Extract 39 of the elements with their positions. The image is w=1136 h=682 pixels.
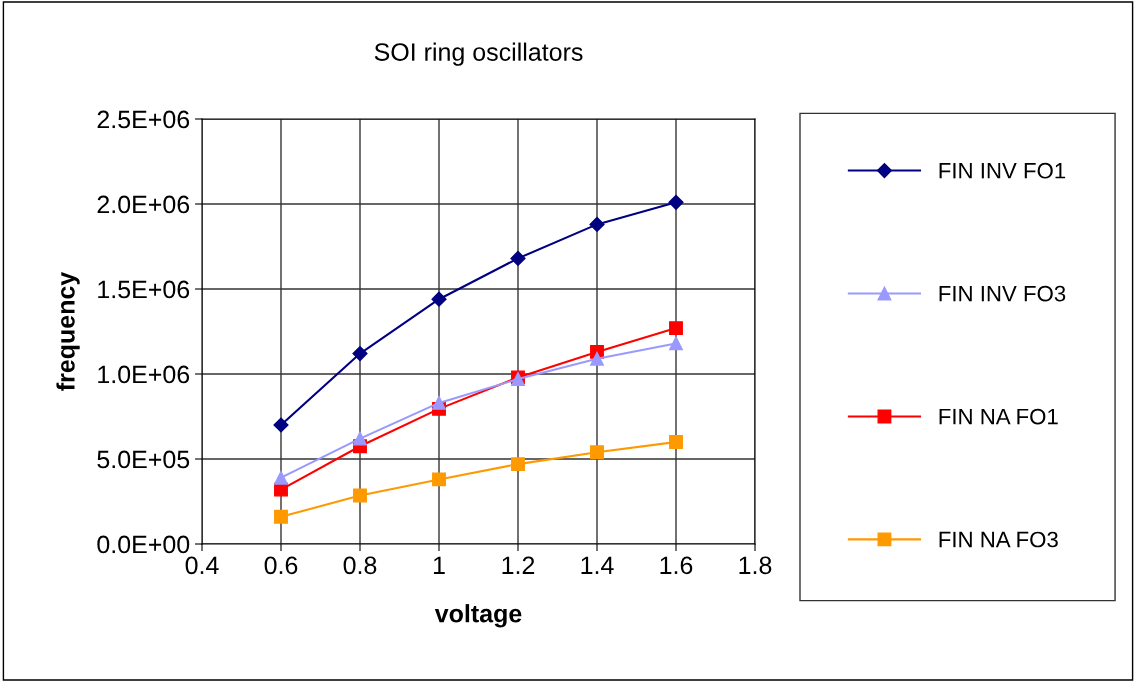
point: [669, 435, 683, 449]
y-tick-label: 5.0E+05: [97, 450, 190, 469]
y-tick-label: 2.0E+06: [97, 195, 190, 214]
y-axis-title: frequency: [56, 271, 80, 391]
x-axis-title: voltage: [434, 604, 522, 628]
point: [274, 509, 288, 524]
point: [431, 291, 447, 307]
x-tick-label: 1: [433, 556, 445, 574]
legend-label: FIN NA FO3: [939, 531, 1058, 548]
x-tick-label: 1.4: [581, 556, 614, 574]
point: [589, 216, 605, 232]
point: [352, 346, 368, 362]
point: [274, 470, 288, 485]
point: [511, 457, 525, 472]
point: [590, 351, 604, 366]
x-tick-label: 0.8: [343, 556, 377, 575]
y-tick-label: 2.5E+06: [97, 110, 190, 129]
point: [353, 488, 367, 503]
y-tick-label: 1.0E+06: [98, 365, 190, 384]
legend-label: FIN INV FO3: [939, 285, 1066, 302]
point: [669, 321, 683, 336]
point: [510, 250, 526, 266]
y-tick-label: 0.0E+00: [97, 535, 190, 554]
point: [432, 395, 446, 410]
point: [669, 336, 683, 351]
point: [353, 431, 367, 446]
x-tick-label: 0.6: [264, 556, 298, 575]
legend-label: FIN INV FO1: [939, 162, 1066, 179]
point: [432, 472, 446, 487]
y-tick-label: 1.5E+06: [98, 280, 190, 299]
chart-title: SOI ring oscillators: [374, 42, 583, 66]
point: [590, 445, 604, 460]
x-tick-label: 0.4: [185, 556, 219, 575]
x-tick-label: 1.8: [739, 556, 772, 575]
legend-label: FIN NA FO1: [939, 408, 1058, 425]
x-tick-label: 1.2: [502, 556, 535, 574]
point: [668, 194, 684, 210]
x-tick-label: 1.6: [660, 556, 693, 575]
point: [273, 417, 289, 433]
